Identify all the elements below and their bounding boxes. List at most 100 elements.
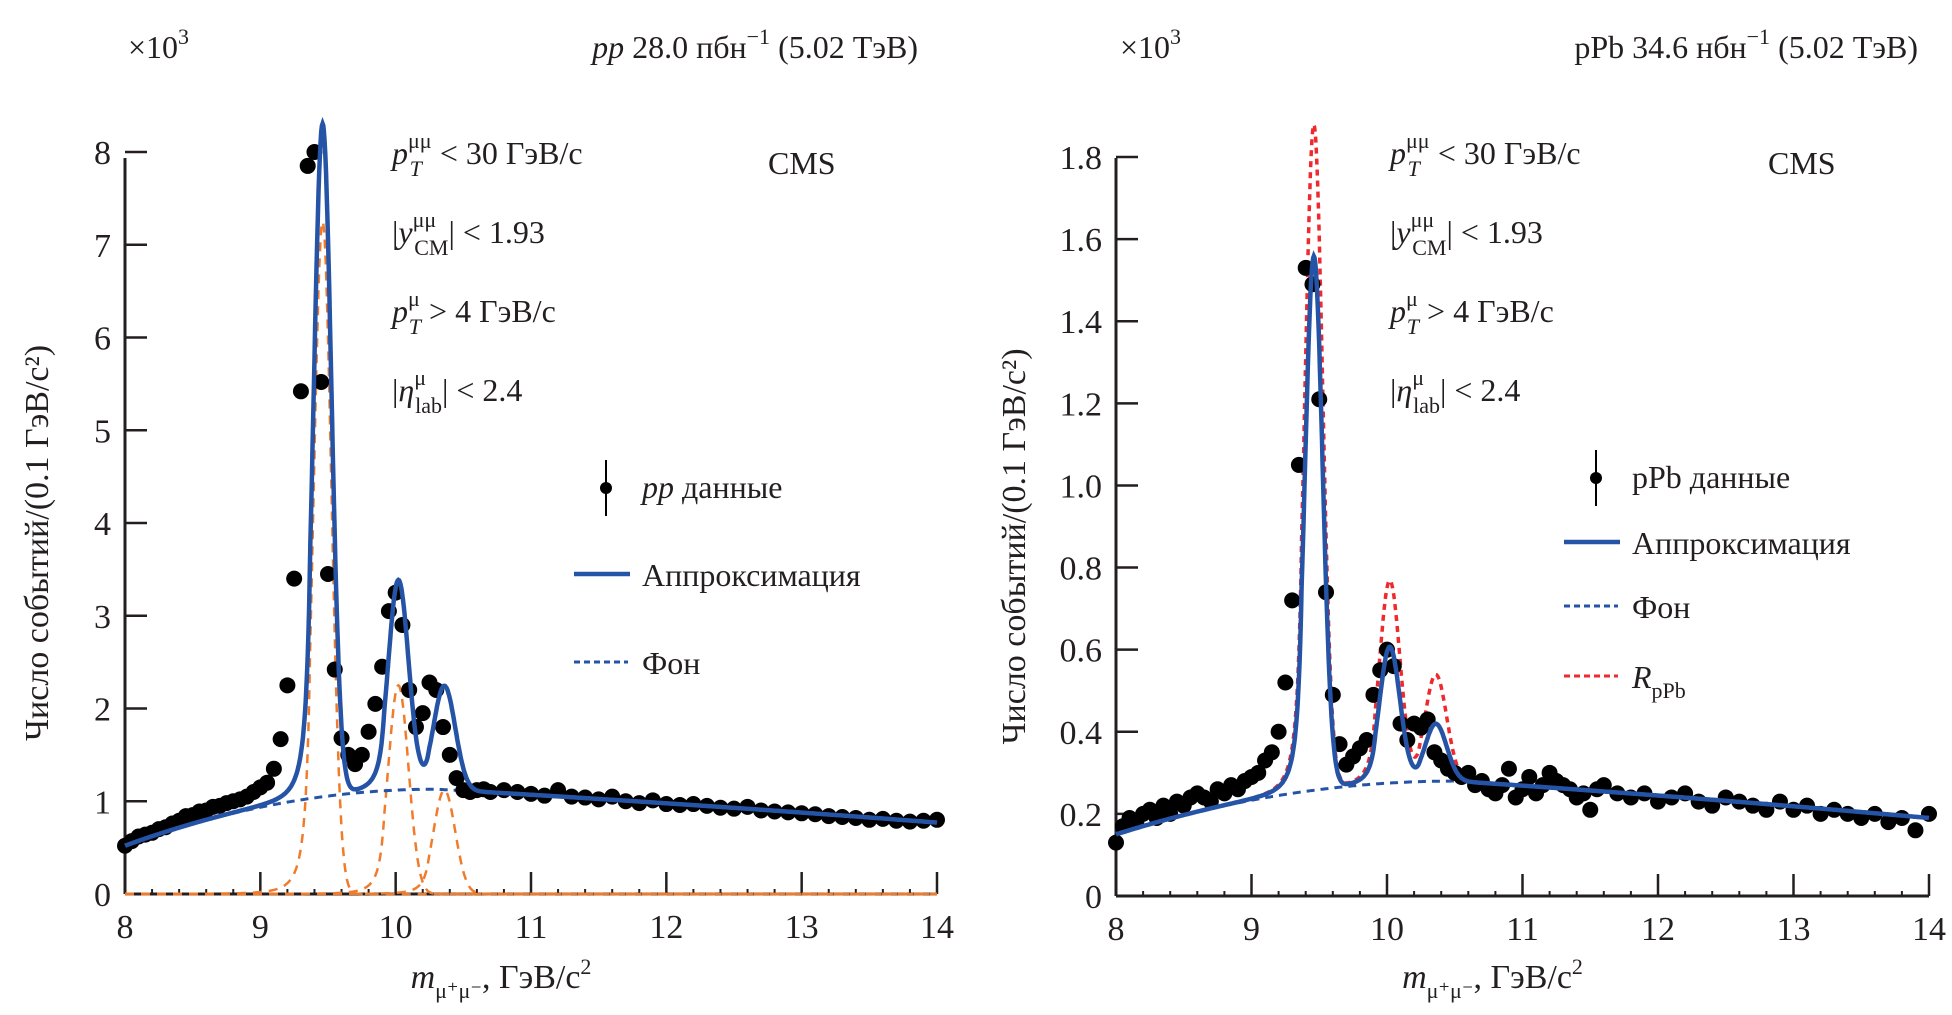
y-tick-label: 6 [94,321,111,358]
data-point [320,566,336,583]
data-point [1277,674,1294,691]
cut-label: pμ T > 4 ГэВ/c [390,286,556,339]
data-point [292,383,309,400]
legend: pp данные Аппроксимация Фон [574,460,861,681]
plot-header: pp 28.0 пбн−1 (5.02 ТэВ) [590,24,918,65]
legend-label: Фон [642,645,700,681]
data-point [1263,744,1280,761]
panel-ppb: 8 9 10 11 12 13 14 0 0.2 0.4 0.6 0.8 1.0 1.2 1.4 1.6 1.8… [996,24,1946,1003]
data-point [435,719,452,736]
data-point [367,695,384,712]
data-point [299,157,316,174]
x-tick-label: 9 [252,909,269,946]
cut-label: |yμμ CM| < 1.93 [392,207,545,260]
cut-label: pμμ T < 30 ГэВ/c [1388,128,1581,181]
fit-curve [1115,250,1930,837]
x-tick-label: 8 [117,909,134,946]
x-tick-label: 10 [379,909,413,946]
data-point [360,723,377,740]
data-point [414,705,431,722]
fit-curve [124,116,938,848]
y-tick-label: 1.0 [1060,468,1103,505]
x-tick-label: 11 [1506,911,1539,948]
x-tick-label: 12 [649,909,683,946]
x-tick-label: 13 [785,909,819,946]
y-tick-label: 0.8 [1060,551,1103,588]
data-point [1582,801,1599,818]
cut-label: |ημ lab| < 2.4 [392,365,522,418]
y-axis-ticks: 0 1 2 3 4 5 6 7 8 [94,135,147,914]
y-axis-title: Число событий/(0.1 ГэВ/c²) [996,348,1033,744]
y-tick-label: 1.6 [1060,222,1103,259]
data-point [279,677,296,694]
y-tick-label: 0.4 [1060,715,1103,752]
x-tick-label: 14 [920,909,954,946]
y-tick-label: 1.4 [1060,304,1103,341]
data-point [495,782,512,799]
data-point [265,760,282,777]
cut-label: |yμμ CM| < 1.93 [1390,207,1543,260]
data-point [286,570,303,587]
x-axis-title: mμ⁺μ⁻, ГэВ/c2 [411,954,592,1003]
plot-header: pPb 34.6 нбн−1 (5.02 ТэВ) [1574,24,1918,65]
x-axis-ticks: 8 9 10 11 12 13 14 [117,872,954,946]
y-tick-label: 4 [94,506,111,543]
cut-label: pμμ T < 30 ГэВ/c [390,128,583,181]
data-point [1880,814,1897,831]
y-tick-label: 0.6 [1060,633,1103,670]
y-tick-label: 0.2 [1060,797,1103,834]
experiment-label: CMS [768,145,836,181]
y-tick-label: 3 [94,599,111,636]
x-tick-label: 12 [1641,911,1675,948]
x-tick-label: 10 [1370,911,1404,948]
data-point [313,374,330,391]
legend-label: Аппроксимация [1632,525,1851,561]
data-points [117,144,945,854]
y-tick-label: 8 [94,135,111,172]
data-point [448,770,465,787]
legend-data-marker [600,482,612,494]
data-point [1108,834,1124,851]
legend-label: Аппроксимация [642,557,861,593]
y-axis-title: Число событий/(0.1 ГэВ/c²) [19,345,56,741]
x-tick-label: 13 [1777,911,1811,948]
data-point [272,731,289,748]
legend-data-marker [1590,472,1602,484]
x-tick-label: 14 [1912,911,1946,948]
x-tick-label: 9 [1243,911,1260,948]
y-tick-label: 0 [1085,879,1102,916]
y-tick-label: 2 [94,692,111,729]
y-tick-label: 0 [94,877,111,914]
y-tick-label: 1 [94,784,111,821]
y-tick-label: 5 [94,413,111,450]
legend-label: Фон [1632,589,1690,625]
data-point [1365,686,1382,703]
x-axis-title: mμ⁺μ⁻, ГэВ/c2 [1402,954,1583,1003]
data-point [1270,723,1287,740]
x-axis-ticks: 8 9 10 11 12 13 14 [1108,874,1946,948]
legend: pPb данные Аппроксимация Фон RpPb [1564,450,1851,703]
signal-component-curve [125,788,937,896]
legend-label: RpPb [1631,659,1686,703]
data-point [929,811,945,828]
data-point [1521,768,1538,785]
data-point [259,774,276,791]
legend-label: pPb данные [1632,459,1790,495]
data-point [1358,731,1375,748]
experiment-label: CMS [1768,145,1836,181]
data-point [1419,711,1436,728]
y-multiplier: ×103 [1120,24,1181,65]
y-tick-label: 7 [94,228,111,265]
data-point [1500,760,1517,777]
cut-label: pμ T > 4 ГэВ/c [1388,286,1554,339]
y-axis-ticks: 0 0.2 0.4 0.6 0.8 1.0 1.2 1.4 1.6 1.8 [1060,140,1138,916]
legend-label: pp данные [640,469,782,505]
cut-label: |ημ lab| < 2.4 [1390,365,1520,418]
y-tick-label: 1.8 [1060,140,1103,177]
x-tick-label: 8 [1108,911,1125,948]
y-multiplier: ×103 [128,24,189,65]
y-tick-label: 1.2 [1060,386,1103,423]
data-point [1250,764,1267,781]
